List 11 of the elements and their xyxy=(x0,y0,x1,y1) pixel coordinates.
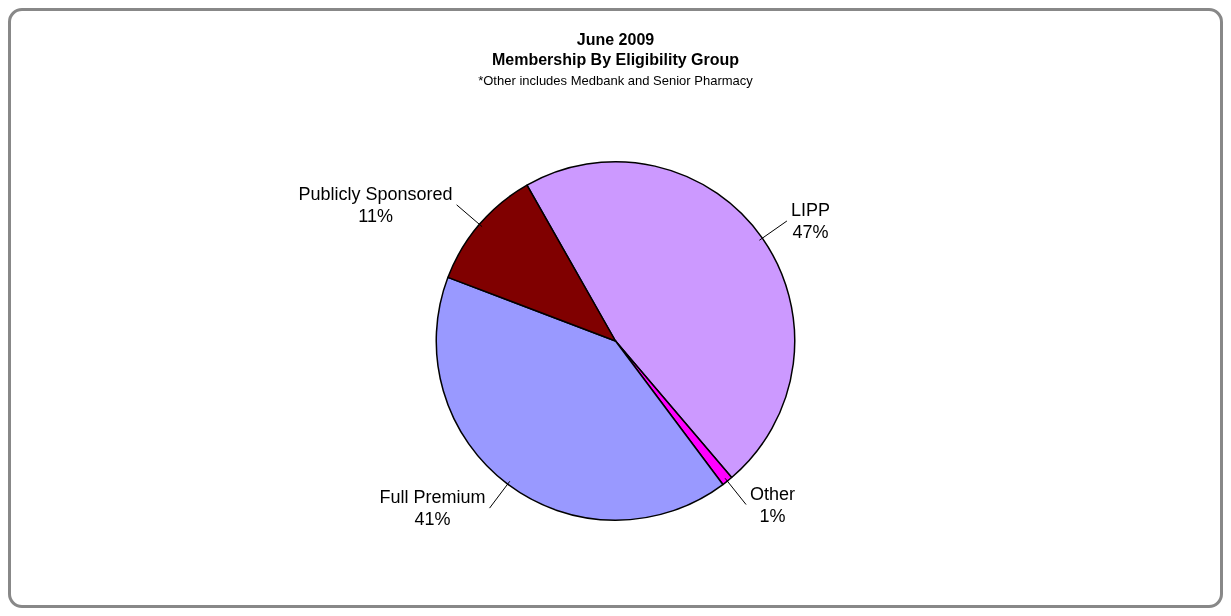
data-label: 11% xyxy=(358,205,393,226)
chart-title: June 2009 xyxy=(575,31,656,49)
data-label: 41% xyxy=(414,509,451,530)
slice-label: Full Premium xyxy=(379,487,486,508)
data-label: 47% xyxy=(792,221,829,242)
data-label: 1% xyxy=(759,505,786,526)
slice-label: Other xyxy=(750,483,796,504)
slice-label: LIPP xyxy=(790,199,830,220)
text: *Other includes Medbank and Senior Pharmacy xyxy=(477,73,754,88)
slice-label: Publicly Sponsored xyxy=(298,183,453,204)
chart-subtitle: Membership By Eligibility Group xyxy=(490,51,741,69)
